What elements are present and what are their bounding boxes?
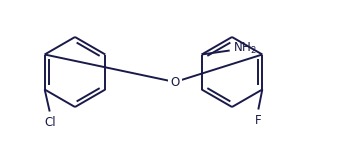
Text: F: F bbox=[255, 114, 262, 126]
Text: Cl: Cl bbox=[44, 116, 55, 129]
Text: O: O bbox=[170, 75, 180, 88]
Text: NH$_2$: NH$_2$ bbox=[233, 41, 256, 56]
